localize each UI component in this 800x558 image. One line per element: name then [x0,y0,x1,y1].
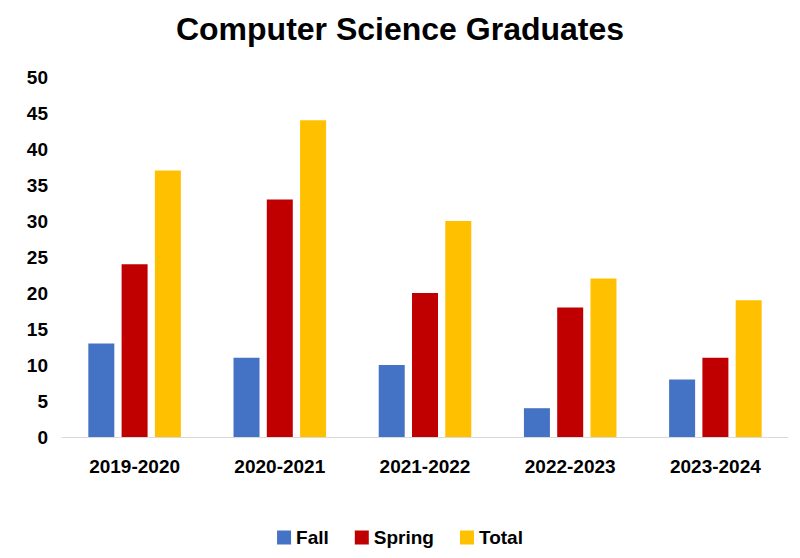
svg-text:Computer Science Graduates: Computer Science Graduates [176,11,624,47]
svg-text:20: 20 [27,283,48,304]
svg-text:2022-2023: 2022-2023 [525,456,616,477]
svg-text:50: 50 [27,67,48,88]
svg-text:2019-2020: 2019-2020 [89,456,180,477]
svg-text:Fall: Fall [296,527,329,548]
svg-text:45: 45 [27,103,49,124]
svg-text:35: 35 [27,175,49,196]
svg-text:2021-2022: 2021-2022 [380,456,471,477]
svg-text:2023-2024: 2023-2024 [670,456,761,477]
svg-text:10: 10 [27,355,48,376]
svg-text:Total: Total [479,527,523,548]
svg-text:5: 5 [37,391,48,412]
svg-text:Spring: Spring [374,527,434,548]
svg-text:25: 25 [27,247,49,268]
svg-text:2020-2021: 2020-2021 [234,456,325,477]
svg-text:40: 40 [27,139,48,160]
svg-text:15: 15 [27,319,49,340]
svg-text:0: 0 [37,427,48,448]
svg-text:30: 30 [27,211,48,232]
